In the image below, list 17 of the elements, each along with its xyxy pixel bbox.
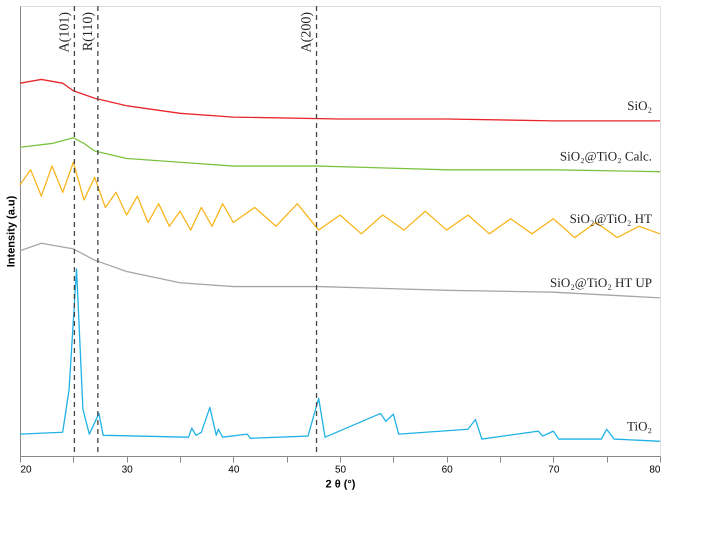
x-tick-label: 70 — [548, 464, 560, 476]
ref-line-label: R(110) — [80, 12, 96, 52]
x-axis-title: 2 θ (°) — [326, 478, 356, 490]
series-label: SiO₂ — [627, 98, 652, 113]
series-label: SiO₂@TiO₂ HT — [570, 210, 652, 226]
y-axis-title: Intensity (a.u) — [6, 195, 18, 268]
x-tick-label: 40 — [228, 464, 240, 476]
series-label: SiO₂@TiO₂ HT UP — [550, 274, 652, 290]
x-tick-label: 60 — [442, 464, 454, 476]
x-tick-label: 20 — [20, 464, 32, 476]
x-tick-label: 80 — [649, 464, 661, 476]
x-tick-label: 30 — [122, 464, 134, 476]
series-label: SiO₂@TiO₂ Calc. — [560, 148, 652, 164]
x-tick-label: 50 — [334, 464, 346, 476]
ref-line-label: A(101) — [57, 12, 72, 52]
series-label: TiO₂ — [626, 418, 652, 434]
ref-line-label: A(200) — [300, 12, 315, 52]
